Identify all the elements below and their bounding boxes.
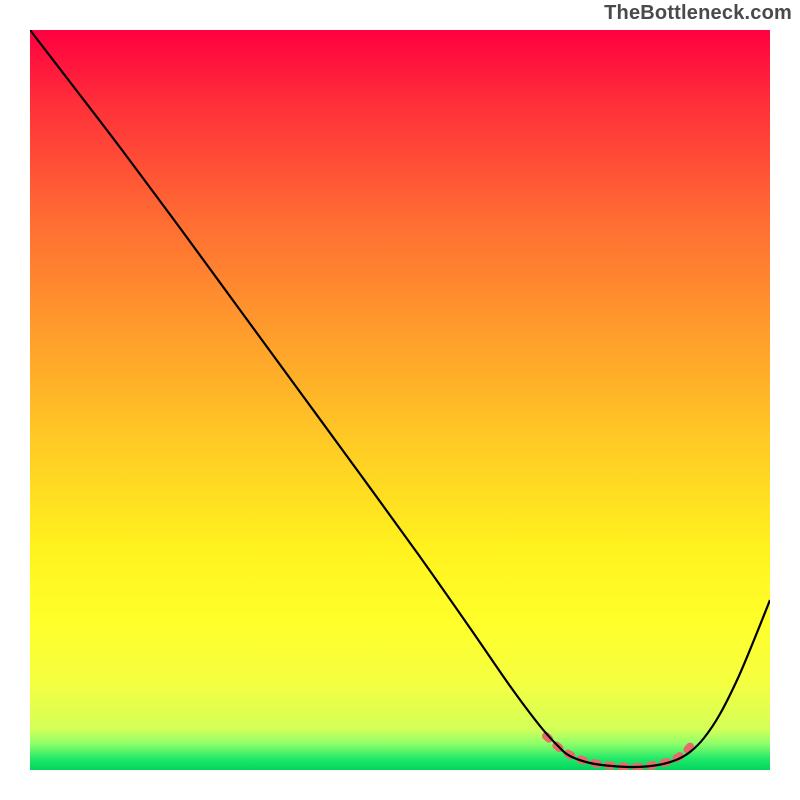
chart-canvas: TheBottleneck.com <box>0 0 800 800</box>
gradient-background <box>30 30 770 770</box>
plot-area <box>30 30 770 770</box>
watermark-text: TheBottleneck.com <box>604 2 792 25</box>
